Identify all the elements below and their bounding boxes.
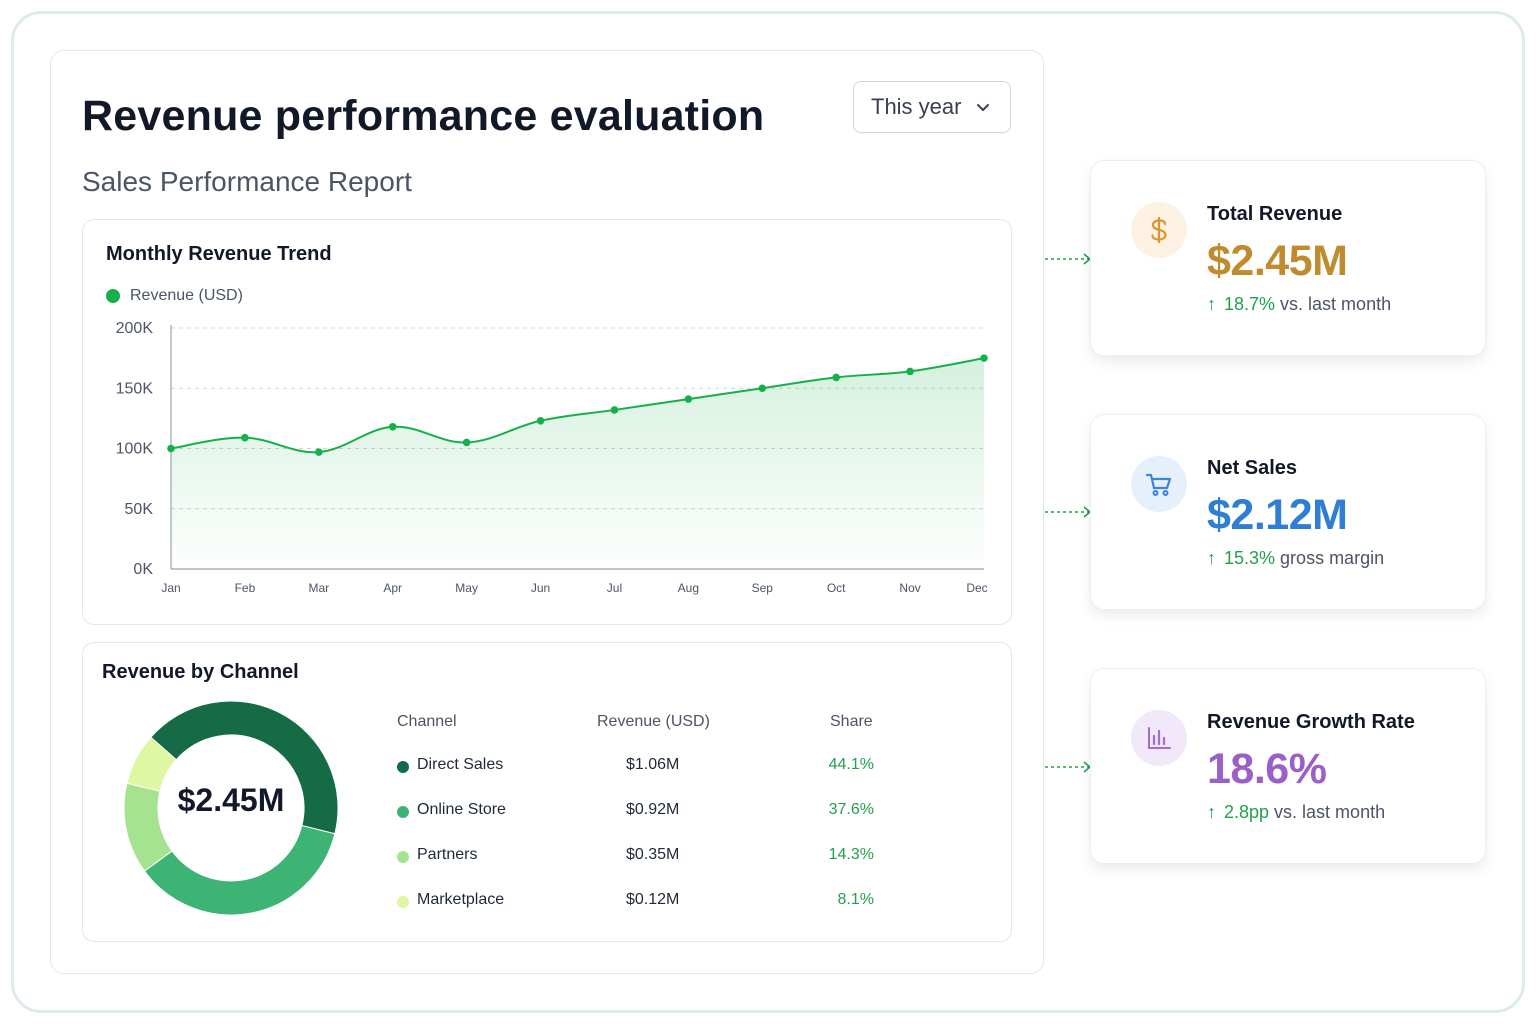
x-tick-label: Sep — [752, 581, 774, 595]
channel-name: Marketplace — [417, 891, 505, 908]
channel-name: Direct Sales — [417, 756, 504, 773]
x-tick-label: Jan — [161, 581, 180, 595]
channel-share: 14.3% — [828, 846, 874, 863]
kpi-value: $2.12M — [1207, 491, 1348, 539]
kpi-card-revenue-growth-rate[interactable]: Revenue Growth Rate 18.6% ↑ 2.8pp vs. la… — [1090, 668, 1486, 864]
kpi-delta: ↑ 15.3% gross margin — [1207, 548, 1384, 569]
kpi-label: Revenue Growth Rate — [1207, 711, 1415, 733]
donut-slice — [143, 824, 336, 916]
column-header-channel: Channel — [397, 713, 457, 730]
revenue-trend-chart: 0K 50K 100K 150K 200K Jan Feb Mar Apr May Jun Jul Au… — [116, 320, 988, 595]
chevron-down-icon — [977, 104, 990, 111]
revenue-line — [170, 357, 985, 454]
channel-share: 44.1% — [828, 756, 874, 773]
kpi-delta: ↑ 2.8pp vs. last month — [1207, 802, 1385, 823]
data-point — [832, 373, 840, 382]
page-title: Revenue performance evaluation — [82, 92, 765, 140]
data-point — [610, 406, 619, 414]
donut-slice — [150, 700, 339, 835]
connector-arrow — [1045, 506, 1092, 518]
data-point — [980, 354, 988, 362]
connector-arrow — [1045, 253, 1092, 265]
legend-label: Revenue (USD) — [130, 287, 243, 304]
x-tick-label: Apr — [383, 581, 402, 595]
x-tick-label: May — [455, 581, 478, 595]
kpi-card-net-sales[interactable]: Net Sales $2.12M ↑ 15.3% gross margin — [1090, 414, 1486, 610]
channel-title: Revenue by Channel — [102, 661, 299, 683]
kpi-delta-text: vs. last month — [1280, 294, 1392, 314]
page-subtitle: Sales Performance Report — [82, 166, 412, 197]
kpi-delta: ↑ 18.7% vs. last month — [1207, 294, 1391, 315]
data-point — [241, 433, 249, 442]
kpi-delta-value: 18.7% — [1224, 294, 1276, 314]
kpi-value: $2.45M — [1207, 237, 1348, 285]
legend-dot — [397, 851, 409, 863]
period-select-value: This year — [871, 94, 962, 119]
x-tick-label: Aug — [678, 581, 699, 595]
y-tick-label: 200K — [116, 320, 154, 337]
x-tick-label: Jul — [607, 581, 622, 595]
table-row: Online Store $0.92M 37.6% — [397, 801, 877, 823]
data-point — [315, 448, 323, 456]
kpi-delta-value: 2.8pp — [1224, 802, 1270, 822]
data-point — [388, 423, 397, 431]
y-tick-label: 100K — [116, 441, 154, 458]
column-header-revenue: Revenue (USD) — [597, 713, 710, 730]
arrow-up-icon: ↑ — [1207, 802, 1216, 822]
channel-name: Partners — [417, 846, 478, 863]
arrow-up-icon: ↑ — [1207, 548, 1216, 568]
table-row: Partners $0.35M 14.3% — [397, 846, 877, 868]
data-point — [167, 444, 175, 453]
y-tick-label: 0K — [133, 561, 153, 578]
kpi-label: Net Sales — [1207, 457, 1298, 479]
kpi-card-total-revenue[interactable]: Total Revenue $2.45M ↑ 18.7% vs. last mo… — [1090, 160, 1486, 356]
chart-title: Monthly Revenue Trend — [106, 243, 332, 265]
period-select[interactable]: This year — [853, 81, 1011, 133]
data-point — [462, 438, 471, 447]
channel-share: 8.1% — [837, 891, 874, 908]
kpi-delta-text: vs. last month — [1274, 802, 1386, 822]
legend-dot — [397, 806, 409, 818]
legend-dot — [397, 896, 409, 908]
channel-revenue: $0.12M — [626, 891, 680, 908]
channel-revenue: $0.92M — [626, 801, 680, 818]
table-row: Marketplace $0.12M 8.1% — [397, 891, 877, 913]
arrow-up-icon: ↑ — [1207, 294, 1216, 314]
channel-revenue: $1.06M — [626, 756, 680, 773]
connector-arrow — [1045, 761, 1092, 773]
kpi-value: 18.6% — [1207, 745, 1327, 793]
x-tick-label: Dec — [966, 581, 987, 595]
y-tick-label: 50K — [125, 501, 154, 518]
kpi-label: Total Revenue — [1207, 203, 1343, 225]
donut-center-label: $2.45M — [177, 782, 285, 818]
y-tick-label: 150K — [116, 380, 154, 397]
channel-donut-chart — [123, 700, 339, 916]
kpi-delta-text: gross margin — [1280, 548, 1385, 568]
x-tick-label: Oct — [827, 581, 846, 595]
data-point — [758, 384, 767, 393]
data-point — [684, 395, 693, 403]
table-row: Direct Sales $1.06M 44.1% — [397, 756, 877, 778]
column-header-share: Share — [830, 713, 873, 730]
data-point — [536, 416, 545, 425]
data-point — [906, 367, 914, 376]
x-tick-label: Mar — [308, 581, 329, 595]
x-tick-label: Jun — [531, 581, 550, 595]
donut-slice — [126, 736, 177, 792]
bar-chart-icon — [1131, 710, 1187, 766]
channel-share: 37.6% — [828, 801, 874, 818]
legend-dot — [106, 289, 120, 303]
revenue-area — [171, 358, 984, 569]
channel-name: Online Store — [417, 801, 506, 818]
channel-revenue: $0.35M — [626, 846, 680, 863]
cart-icon — [1131, 456, 1187, 512]
chart-legend: Revenue (USD) — [106, 287, 243, 305]
legend-dot — [397, 761, 409, 773]
x-tick-label: Feb — [235, 581, 256, 595]
kpi-delta-value: 15.3% — [1224, 548, 1276, 568]
x-tick-label: Nov — [899, 581, 920, 595]
dollar-icon — [1131, 202, 1187, 258]
